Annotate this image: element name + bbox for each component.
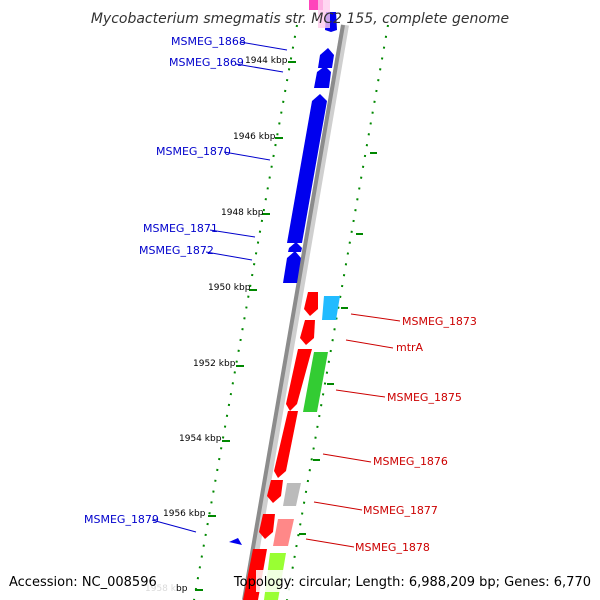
gene-label-msmeg-1873[interactable]: MSMEG_1873 [402,315,477,328]
gene-cyan[interactable] [322,296,340,320]
gene-red-4[interactable] [274,411,298,478]
map-title: Mycobacterium smegmatis str. MC2 155, co… [91,11,509,27]
tick-label-1954: 1954 kbp [179,434,222,444]
gene-msmeg-1869b[interactable] [314,66,331,88]
gene-msmeg-1872[interactable] [283,251,301,283]
right-leader-lines [305,313,401,548]
tick-label-1952: 1952 kbp [193,359,236,369]
tick-label-1944: 1944 kbp [245,56,288,66]
genome-backbone-shadow [243,24,349,600]
gene-pink-top [309,0,323,10]
gene-red-7[interactable] [243,549,267,600]
gene-label-msmeg-1869[interactable]: MSMEG_1869 [169,56,244,69]
left-leader-lines [151,41,288,533]
gene-red-3[interactable] [286,349,312,411]
tick-label-1948: 1948 kbp [221,208,264,218]
gene-msmeg-1871[interactable] [288,242,302,252]
left-scale-track [193,24,298,600]
footer-left-bg [0,570,176,592]
footer-right-bg [256,570,600,592]
gene-label-msmeg-1875[interactable]: MSMEG_1875 [387,391,462,404]
genome-summary-text: Topology: circular; Length: 6,988,209 bp… [233,575,591,590]
scale-ticks [195,61,377,591]
gene-grey[interactable] [283,483,301,506]
gene-label-msmeg-1871[interactable]: MSMEG_1871 [143,222,218,235]
tick-label-1956: 1956 kbp [163,509,206,519]
gene-label-msmeg-1878[interactable]: MSMEG_1878 [355,541,430,554]
gene-pink-top-light [318,0,330,28]
gene-label-msmeg-1868[interactable]: MSMEG_1868 [171,35,246,48]
gene-red-1[interactable] [304,292,318,316]
blue-genes[interactable] [229,12,337,545]
red-genes[interactable] [243,292,318,600]
gene-label-msmeg-1876[interactable]: MSMEG_1876 [373,455,448,468]
gene-green[interactable] [303,352,328,412]
accession-text: Accession: NC_008596 [9,575,157,590]
gene-label-mtra[interactable]: mtrA [396,341,424,354]
gene-msmeg-1870[interactable] [287,94,327,243]
gene-label-msmeg-1879[interactable]: MSMEG_1879 [84,513,159,526]
gene-red-5[interactable] [267,480,283,503]
gene-label-msmeg-1877[interactable]: MSMEG_1877 [363,504,438,517]
gene-label-msmeg-1872[interactable]: MSMEG_1872 [139,244,214,257]
gene-red-2[interactable] [300,320,315,345]
gene-red-6[interactable] [259,514,275,539]
tick-label-1950: 1950 kbp [208,283,251,293]
gene-label-msmeg-1870[interactable]: MSMEG_1870 [156,145,231,158]
gene-msmeg-1879[interactable] [229,538,242,545]
gene-pink[interactable] [273,519,294,546]
genome-backbone [242,24,345,600]
gene-msmeg-1869[interactable] [318,48,334,68]
tick-label-1946: 1946 kbp [233,132,276,142]
